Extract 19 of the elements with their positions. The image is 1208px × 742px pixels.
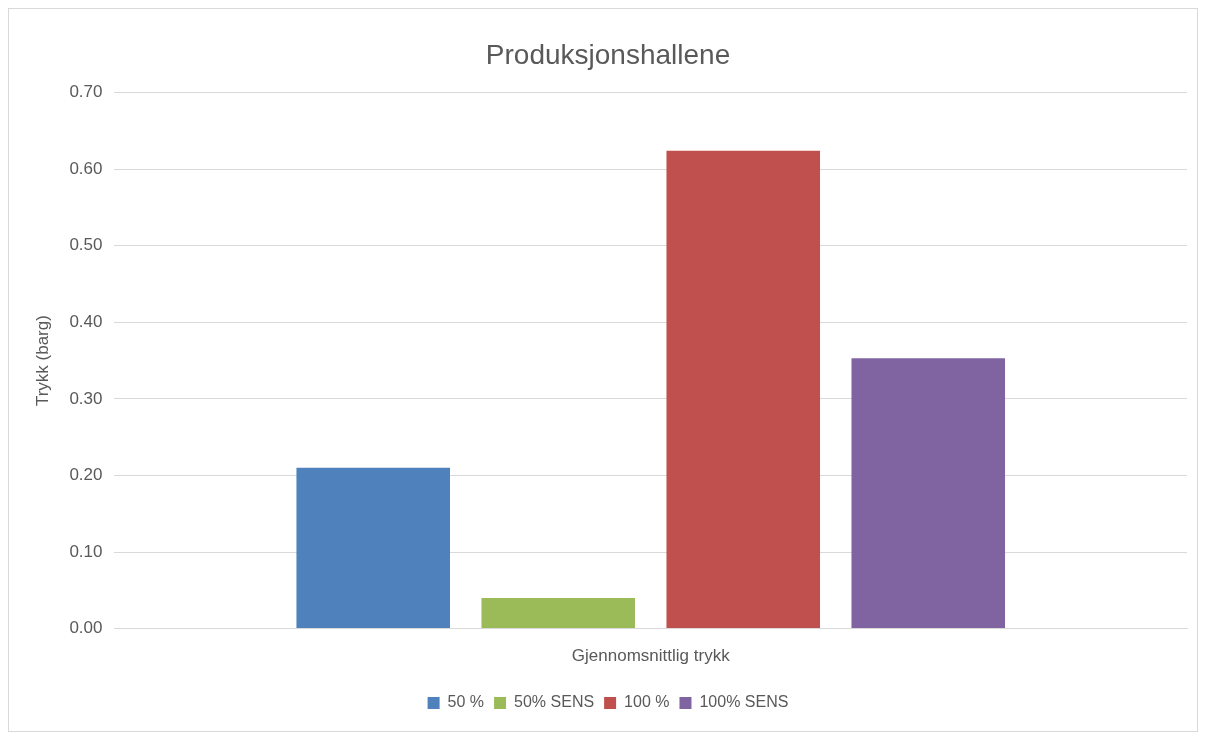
legend-label: 100% SENS (699, 693, 789, 711)
bar (851, 358, 1006, 629)
y-tick-label: 0.20 (69, 465, 103, 485)
y-tick-label: 0.50 (69, 235, 103, 255)
bar (481, 597, 636, 629)
legend-label: 100 % (624, 693, 670, 711)
bar (666, 150, 821, 629)
y-tick-label: 0.00 (69, 618, 103, 638)
y-axis-title: Trykk (barg) (32, 315, 52, 407)
bar (296, 467, 451, 629)
y-tick-label: 0.40 (69, 312, 103, 331)
y-tick-label: 0.30 (69, 388, 103, 408)
y-tick-label: 0.10 (69, 541, 103, 561)
legend-label: 50 % (447, 693, 485, 711)
x-tick-label: Gjennomsnittlig trykk (571, 646, 731, 666)
legend-label: 50% SENS (514, 693, 595, 711)
y-tick-label: 0.60 (69, 158, 103, 178)
y-tick-label: 0.70 (69, 82, 103, 102)
chart-title: Produksjonshallene (485, 38, 731, 70)
